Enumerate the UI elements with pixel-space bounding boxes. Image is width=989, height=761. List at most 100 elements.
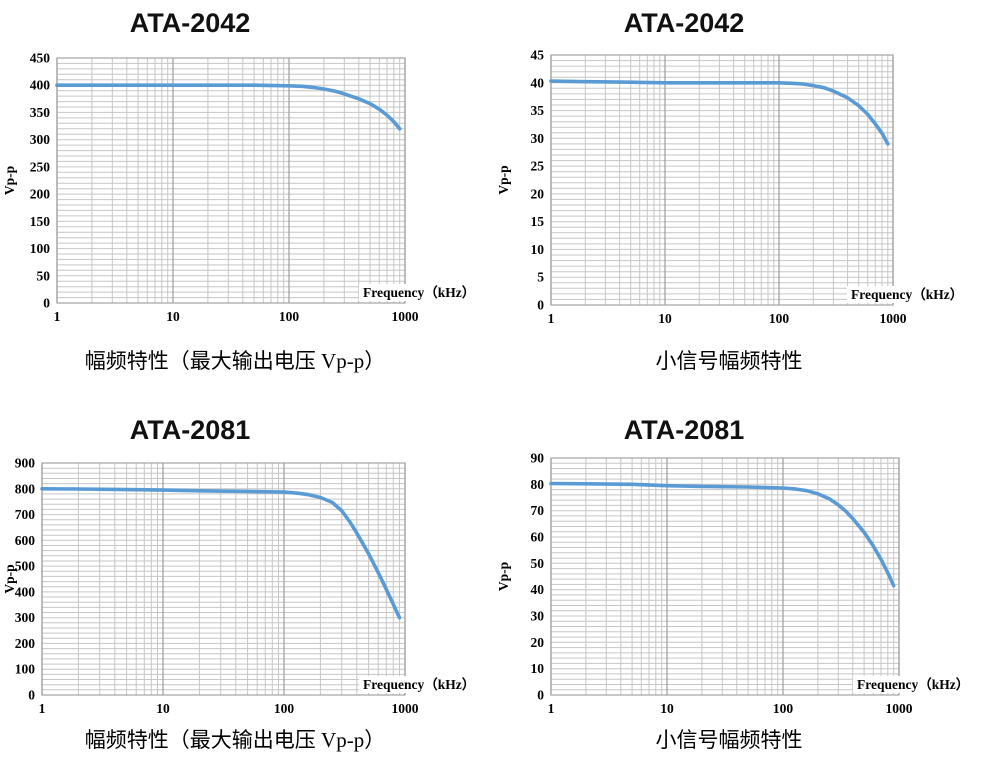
- x-axis-label: Frequency（kHz）: [847, 286, 975, 303]
- svg-text:10: 10: [531, 242, 545, 257]
- svg-text:100: 100: [279, 309, 300, 324]
- plot-area-ata2042-small-signal: 0 5 10 15 20 25 30 35 40 45 1 10 100 1000 Vp-p Frequenc…: [496, 48, 975, 326]
- svg-text:5: 5: [537, 270, 544, 285]
- data-series-line: [55, 83, 402, 131]
- y-tick-labels: 0 10 20 30 40 50 60 70 80 90: [531, 451, 545, 703]
- svg-text:70: 70: [531, 503, 545, 518]
- svg-text:150: 150: [30, 214, 51, 229]
- svg-text:0: 0: [43, 296, 50, 311]
- chart-panel-ata2042-small-signal: ATA-2042 0 5 10 15 20 25 30 35 40 45 1 10 100 1000 Vp-…: [494, 0, 989, 385]
- svg-text:100: 100: [773, 701, 794, 716]
- svg-text:20: 20: [531, 635, 545, 650]
- grid-horizontal-lines: [551, 54, 893, 306]
- plot-border: [41, 462, 406, 696]
- svg-text:40: 40: [531, 75, 545, 90]
- svg-text:200: 200: [30, 187, 51, 202]
- svg-text:1: 1: [548, 311, 555, 326]
- svg-text:500: 500: [15, 559, 36, 574]
- chart-caption: 小信号幅频特性: [655, 349, 803, 373]
- svg-text:0: 0: [537, 688, 544, 703]
- svg-text:10: 10: [658, 311, 672, 326]
- svg-text:450: 450: [30, 51, 51, 66]
- plot-area-ata2081-small-signal: 0 10 20 30 40 50 60 70 80 90 1 10 100 1000 Vp-p Frequen…: [496, 451, 981, 716]
- svg-text:20: 20: [531, 186, 545, 201]
- svg-text:40: 40: [531, 582, 545, 597]
- x-axis-label: Frequency（kHz）: [359, 284, 487, 301]
- svg-text:100: 100: [274, 701, 295, 716]
- grid-vertical-major-lines: [41, 463, 406, 695]
- x-axis-label: Frequency（kHz）: [359, 676, 487, 693]
- svg-text:0: 0: [28, 688, 35, 703]
- plot-border: [56, 57, 406, 304]
- svg-text:30: 30: [531, 131, 545, 146]
- svg-text:25: 25: [531, 159, 545, 174]
- grid-vertical-major-lines: [56, 58, 406, 303]
- plot-area-ata2081-max-output: 0 100 200 300 400 500 600 700 800 900 1 10 100 1000 Vp…: [2, 456, 487, 716]
- grid-vertical-minor-lines: [585, 458, 895, 695]
- svg-text:50: 50: [37, 268, 51, 283]
- svg-text:10: 10: [156, 701, 170, 716]
- svg-text:10: 10: [531, 661, 545, 676]
- y-axis-label: Vp-p: [496, 562, 511, 591]
- svg-text:100: 100: [15, 662, 36, 677]
- data-series-line: [549, 79, 890, 146]
- svg-text:90: 90: [531, 451, 545, 466]
- svg-text:80: 80: [531, 477, 545, 492]
- svg-text:Frequency（kHz）: Frequency（kHz）: [857, 677, 969, 692]
- chart-title: ATA-2042: [129, 8, 251, 38]
- svg-text:45: 45: [531, 48, 545, 63]
- plot-area-ata2042-max-output: 0 50 100 150 200 250 300 350 400 450 1 10 100 1000 Vp-…: [2, 51, 487, 324]
- svg-text:1000: 1000: [886, 701, 913, 716]
- y-tick-labels: 0 5 10 15 20 25 30 35 40 45: [531, 48, 545, 313]
- svg-text:250: 250: [30, 159, 51, 174]
- svg-text:1: 1: [39, 701, 46, 716]
- plot-border: [550, 457, 900, 696]
- svg-text:600: 600: [15, 533, 36, 548]
- y-axis-label: Vp-p: [2, 564, 17, 593]
- svg-text:700: 700: [15, 507, 36, 522]
- chart-caption: 小信号幅频特性: [655, 728, 803, 752]
- grid-vertical-minor-lines: [91, 58, 401, 303]
- chart-caption: 幅频特性（最大输出电压 Vp-p）: [84, 349, 386, 373]
- svg-text:10: 10: [166, 309, 180, 324]
- y-axis-label: Vp-p: [2, 166, 17, 195]
- svg-text:400: 400: [30, 78, 51, 93]
- chart-title: ATA-2081: [129, 415, 251, 445]
- grid-vertical-minor-lines: [584, 55, 889, 305]
- chart-panel-ata2081-max-output: ATA-2081 0 100 200 300 400 500 600 700 800 900 1 10…: [0, 400, 494, 761]
- x-tick-labels: 1 10 100 1000: [39, 701, 419, 716]
- chart-panel-ata2081-small-signal: ATA-2081 0 10 20 30 40 50 60 70 80 90 1 10 100 1000 Vp…: [494, 400, 989, 761]
- chart-title: ATA-2081: [623, 415, 745, 445]
- chart-panel-ata2042-max-output: ATA-2042 0 50 100 150 200 250 300 350 400 450 1 10 1…: [0, 0, 494, 385]
- svg-text:1000: 1000: [392, 309, 419, 324]
- svg-text:400: 400: [15, 584, 36, 599]
- grid-vertical-major-lines: [550, 55, 894, 305]
- x-tick-labels: 1 10 100 1000: [548, 701, 913, 716]
- svg-text:10: 10: [660, 701, 674, 716]
- svg-text:900: 900: [15, 456, 36, 471]
- data-series-line: [549, 481, 896, 588]
- svg-text:1000: 1000: [880, 311, 907, 326]
- svg-text:300: 300: [30, 132, 51, 147]
- svg-text:800: 800: [15, 481, 36, 496]
- svg-text:30: 30: [531, 609, 545, 624]
- grid-vertical-major-lines: [550, 458, 900, 695]
- svg-text:15: 15: [531, 214, 545, 229]
- grid-horizontal-lines: [551, 457, 899, 696]
- y-axis-label: Vp-p: [496, 165, 511, 194]
- svg-text:1: 1: [54, 309, 61, 324]
- plot-border: [550, 54, 894, 306]
- svg-text:1000: 1000: [392, 701, 419, 716]
- data-series-line: [40, 487, 402, 620]
- svg-text:35: 35: [531, 103, 545, 118]
- svg-text:60: 60: [531, 530, 545, 545]
- svg-text:Frequency（kHz）: Frequency（kHz）: [851, 287, 963, 302]
- chart-title: ATA-2042: [623, 8, 745, 38]
- svg-text:100: 100: [30, 241, 51, 256]
- x-axis-label: Frequency（kHz）: [853, 676, 981, 693]
- svg-text:350: 350: [30, 105, 51, 120]
- y-tick-labels: 0 100 200 300 400 500 600 700 800 900: [15, 456, 36, 703]
- grid-vertical-minor-lines: [77, 463, 400, 695]
- svg-text:1: 1: [548, 701, 555, 716]
